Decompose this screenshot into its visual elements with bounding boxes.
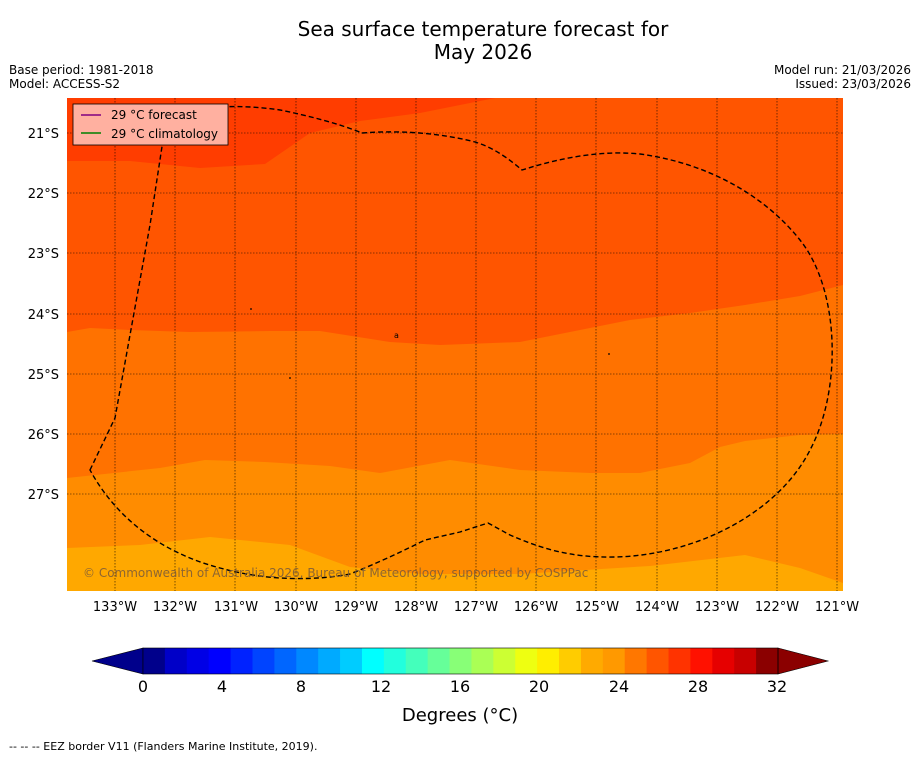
colorbar-cell xyxy=(690,648,713,674)
colorbar-cell xyxy=(559,648,582,674)
base-period: Base period: 1981-2018 xyxy=(9,63,154,77)
colorbar-title: Degrees (°C) xyxy=(402,705,518,726)
copyright-text: © Commonwealth of Australia 2026, Bureau… xyxy=(83,566,588,580)
meta-right: Model run: 21/03/2026 Issued: 23/03/2026 xyxy=(774,63,911,91)
lat-label: 23°S xyxy=(28,247,59,262)
colorbar-tick-label: 4 xyxy=(217,677,227,696)
lon-label: 127°W xyxy=(454,600,498,615)
lon-label: 133°W xyxy=(93,600,137,615)
colorbar-cell xyxy=(208,648,231,674)
colorbar-cell xyxy=(274,648,297,674)
longitude-axis: 133°W 132°W 131°W 130°W 129°W 128°W 127°… xyxy=(93,600,859,615)
latitude-axis: 21°S 22°S 23°S 24°S 25°S 26°S 27°S xyxy=(28,127,59,503)
colorbar-cell xyxy=(252,648,275,674)
lat-label: 27°S xyxy=(28,488,59,503)
colorbar-tick-label: 12 xyxy=(371,677,391,696)
model-run: Model run: 21/03/2026 xyxy=(773,63,911,77)
map-area: a © Commonwealth of Australia 2026, Bure… xyxy=(67,98,843,591)
colorbar-cell xyxy=(493,648,516,674)
colorbar-cell xyxy=(580,648,604,674)
lon-label: 123°W xyxy=(695,600,739,615)
model-name: Model: ACCESS-S2 xyxy=(9,77,121,91)
island-marker xyxy=(289,377,291,379)
colorbar-cell xyxy=(515,648,538,674)
colorbar-cell xyxy=(143,648,166,674)
colorbar-cell xyxy=(230,648,253,674)
lon-label: 129°W xyxy=(334,600,378,615)
colorbar-tick-label: 16 xyxy=(450,677,470,696)
colorbar-tick-label: 8 xyxy=(296,677,306,696)
lat-label: 21°S xyxy=(28,127,59,142)
colorbar-under-arrow xyxy=(91,647,144,675)
colorbar-tick-label: 0 xyxy=(138,677,148,696)
lon-label: 125°W xyxy=(575,600,619,615)
island-marker xyxy=(250,308,252,310)
colorbar-cell xyxy=(186,648,210,674)
colorbar-cell xyxy=(624,648,648,674)
zone-25-26c xyxy=(67,537,843,591)
colorbar-cell xyxy=(164,648,188,674)
issued-date: Issued: 23/03/2026 xyxy=(795,77,911,91)
colorbar-cell xyxy=(646,648,669,674)
colorbar-ticks: 0 4 8 12 16 20 24 28 32 xyxy=(138,677,787,696)
lon-label: 122°W xyxy=(755,600,799,615)
colorbar-cell xyxy=(449,648,472,674)
legend-box xyxy=(72,103,229,146)
colorbar-cell xyxy=(340,648,363,674)
lat-label: 22°S xyxy=(28,187,59,202)
lon-label: 126°W xyxy=(514,600,558,615)
lon-label: 131°W xyxy=(214,600,258,615)
colorbar-cell xyxy=(734,648,757,674)
legend-climatology-label: 29 °C climatology xyxy=(111,127,218,141)
lat-label: 25°S xyxy=(28,368,59,383)
colorbar-cell xyxy=(668,648,691,674)
lon-label: 121°W xyxy=(815,600,859,615)
colorbar-cell xyxy=(602,648,626,674)
lat-label: 24°S xyxy=(28,308,59,323)
colorbar-cell xyxy=(756,648,779,674)
lon-label: 124°W xyxy=(635,600,679,615)
lat-label: 26°S xyxy=(28,428,59,443)
colorbar-cell xyxy=(471,648,494,674)
colorbar-cell xyxy=(361,648,385,674)
eez-border xyxy=(89,105,833,580)
map-gridlines xyxy=(67,98,843,591)
colorbar-cell xyxy=(383,648,407,674)
colorbar-tick-label: 32 xyxy=(767,677,787,696)
island-label: a xyxy=(394,331,399,340)
lon-label: 130°W xyxy=(274,600,318,615)
colorbar-cells xyxy=(143,648,779,674)
colorbar-cell xyxy=(427,648,450,674)
colorbar-cell xyxy=(537,648,560,674)
lon-label: 128°W xyxy=(394,600,438,615)
colorbar-tick-label: 20 xyxy=(529,677,549,696)
colorbar-cell xyxy=(318,648,341,674)
meta-left: Base period: 1981-2018 Model: ACCESS-S2 xyxy=(9,63,154,91)
footer-note: -- -- -- EEZ border V11 (Flanders Marine… xyxy=(9,740,318,753)
lon-label: 132°W xyxy=(153,600,197,615)
title-line-1: Sea surface temperature forecast for xyxy=(297,17,669,41)
colorbar-frame xyxy=(142,647,779,675)
contour-legend: 29 °C forecast 29 °C climatology xyxy=(72,103,229,146)
title-line-2: May 2026 xyxy=(433,40,533,64)
colorbar-cell xyxy=(712,648,735,674)
colorbar-over-arrow xyxy=(777,647,830,675)
colorbar: 0 4 8 12 16 20 24 28 32 Degrees (°C) xyxy=(91,647,830,726)
colorbar-tick-label: 28 xyxy=(688,677,708,696)
legend-forecast-label: 29 °C forecast xyxy=(111,108,197,122)
colorbar-tick-label: 24 xyxy=(609,677,629,696)
colorbar-cell xyxy=(405,648,429,674)
colorbar-cell xyxy=(296,648,319,674)
island-marker xyxy=(608,353,610,355)
chart-title: Sea surface temperature forecast for May… xyxy=(0,18,919,64)
